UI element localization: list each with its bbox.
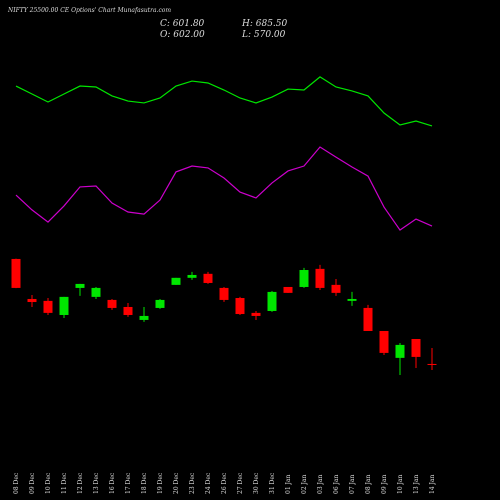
indicator-line: [15, 76, 433, 127]
chart-title: NIFTY 25500.00 CE Options' Chart Munafas…: [7, 7, 171, 14]
candle-body: [139, 315, 149, 320]
x-tick-label: 06 Jan: [333, 474, 340, 494]
candle-body: [395, 344, 405, 358]
candle-body: [155, 299, 165, 308]
x-tick-label: 07 Jan: [349, 474, 356, 494]
x-tick-label: 31 Dec: [269, 472, 276, 494]
candle-body: [75, 283, 85, 288]
candle-body: [427, 363, 437, 365]
x-tick-label: 26 Dec: [221, 472, 228, 494]
x-tick-label: 12 Dec: [77, 472, 84, 494]
candle-body: [219, 287, 229, 300]
candle-body: [267, 291, 277, 311]
x-tick-label: 11 Dec: [61, 472, 68, 494]
x-tick-label: 19 Dec: [157, 472, 164, 494]
candle-body: [283, 286, 293, 293]
x-tick-label: 08 Dec: [13, 472, 20, 494]
x-tick-label: 16 Dec: [109, 472, 116, 494]
x-tick-label: 09 Dec: [29, 472, 36, 494]
x-tick-label: 23 Dec: [189, 472, 196, 494]
summary-open: O: 602.00: [160, 30, 205, 40]
candle-body: [315, 268, 325, 288]
summary-high: H: 685.50: [241, 19, 288, 29]
x-tick-label: 08 Jan: [365, 474, 372, 494]
x-tick-label: 14 Jan: [429, 474, 436, 494]
x-tick-label: 18 Dec: [141, 472, 148, 494]
x-tick-label: 03 Jan: [317, 474, 324, 494]
candle-body: [379, 330, 389, 353]
x-tick-label: 10 Jan: [397, 474, 404, 494]
candle-body: [235, 298, 245, 315]
x-tick-label: 02 Jan: [301, 474, 308, 494]
candle-body: [251, 312, 261, 316]
x-tick-label: 27 Dec: [237, 472, 244, 494]
candle-body: [107, 299, 117, 308]
x-tick-label: 13 Jan: [413, 474, 420, 494]
candle-body: [347, 298, 357, 301]
candle-body: [411, 338, 421, 357]
x-tick-label: 30 Dec: [253, 472, 260, 494]
candle-body: [11, 258, 21, 288]
candle-body: [27, 298, 37, 303]
indicator-line: [15, 146, 433, 231]
x-tick-label: 10 Dec: [45, 472, 52, 494]
candle-body: [299, 270, 309, 287]
x-tick-label: 20 Dec: [173, 472, 180, 494]
x-tick-label: 13 Dec: [93, 472, 100, 494]
candle-body: [43, 300, 53, 313]
candle-body: [187, 274, 197, 278]
summary-low: L: 570.00: [241, 30, 286, 40]
candle-body: [123, 306, 133, 315]
x-tick-label: 01 Jan: [285, 474, 292, 494]
x-tick-label: 17 Dec: [125, 472, 132, 494]
candle-body: [203, 273, 213, 283]
x-tick-label: 24 Dec: [205, 472, 212, 494]
x-tick-label: 09 Jan: [381, 474, 388, 494]
candle-body: [331, 284, 341, 293]
candle-body: [171, 277, 181, 285]
candle-body: [363, 307, 373, 331]
summary-close: C: 601.80: [160, 19, 205, 29]
candle-body: [59, 296, 69, 315]
candle-body: [91, 287, 101, 297]
